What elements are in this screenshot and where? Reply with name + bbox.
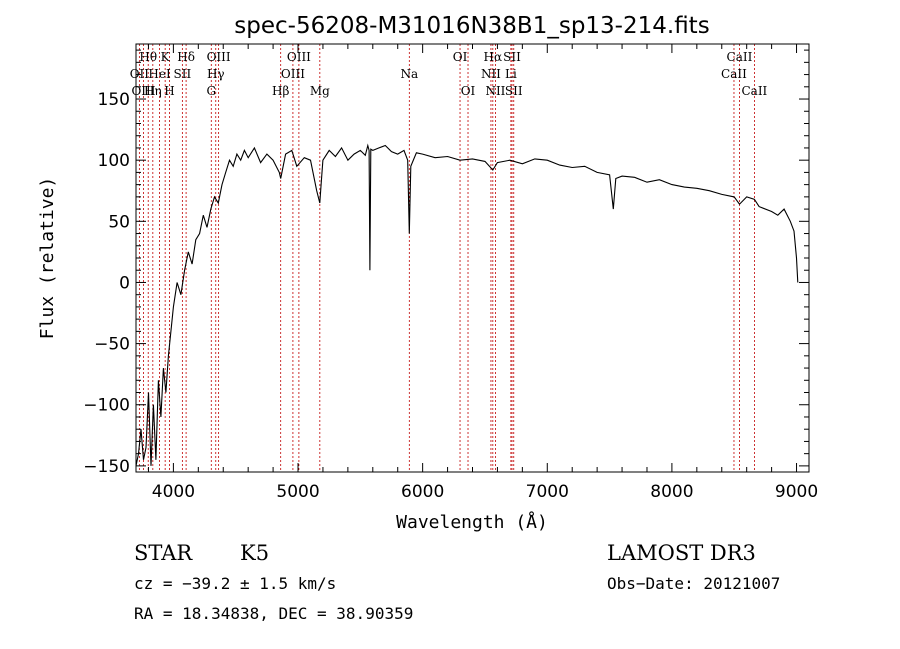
spectrum-line (135, 143, 799, 467)
x-tick-label: 4000 (152, 482, 195, 502)
observation-date: Obs−Date: 20121007 (607, 574, 780, 593)
line-marker-label: CaII (741, 84, 767, 98)
emission-line-labels: Hθ OII OIII K Hη HeI H Hδ SII OIII Hγ G OIII OIII Hβ Mg… (130, 50, 768, 98)
x-axis: 4000 5000 6000 7000 8000 9000 (147, 44, 818, 502)
y-tick-label: −50 (94, 335, 130, 355)
line-marker-label: Hβ (272, 84, 289, 98)
line-marker-label: G (206, 84, 216, 98)
object-class: STAR (134, 541, 193, 565)
sky-coordinates: RA = 18.34838, DEC = 38.90359 (134, 604, 413, 623)
y-tick-label: −100 (83, 396, 130, 416)
line-marker-label: Hη (144, 84, 162, 98)
line-marker-label: Na (400, 67, 418, 81)
x-tick-label: 5000 (276, 482, 319, 502)
line-marker-label: Hα (484, 50, 503, 64)
line-marker-label: OIII (207, 50, 231, 64)
x-tick-label: 7000 (526, 482, 569, 502)
line-marker-label: OIII (281, 67, 305, 81)
plot-frame (135, 43, 810, 473)
line-marker-label: SII (174, 67, 192, 81)
line-marker-label: Hθ (139, 50, 157, 64)
line-marker-label: SII (503, 50, 521, 64)
y-tick-label: 50 (108, 212, 130, 232)
x-tick-label: 9000 (775, 482, 818, 502)
line-marker-label: Hδ (177, 50, 195, 64)
y-tick-label: −150 (83, 457, 130, 477)
y-tick-label: 150 (98, 90, 130, 110)
x-axis-title: Wavelength (Å) (396, 511, 548, 533)
line-marker-label: Mg (310, 84, 330, 98)
spectral-subclass: K5 (240, 541, 269, 565)
y-axis: −150 −100 −50 0 50 100 150 (83, 49, 809, 477)
line-marker-label: CaII (727, 50, 753, 64)
survey-name: LAMOST DR3 (607, 541, 756, 565)
line-marker-label: OII (130, 67, 150, 81)
y-tick-label: 0 (119, 273, 130, 293)
y-tick-label: 100 (98, 151, 130, 171)
line-marker-label: K (161, 50, 171, 64)
emission-line-markers (138, 44, 755, 472)
line-marker-label: HeI (148, 67, 171, 81)
line-marker-label: H (164, 84, 174, 98)
line-marker-label: CaII (721, 67, 747, 81)
line-marker-label: NII (485, 84, 505, 98)
x-tick-label: 6000 (401, 482, 444, 502)
line-marker-label: OIII (131, 84, 155, 98)
line-marker-label: OIII (287, 50, 311, 64)
line-marker-label: OI (453, 50, 468, 64)
line-marker-label: Li (505, 67, 517, 81)
line-marker-label: SII (505, 84, 523, 98)
line-marker-label: Hγ (207, 67, 225, 81)
line-marker-label: OI (461, 84, 476, 98)
x-tick-label: 8000 (650, 482, 693, 502)
chart-title: spec-56208-M31016N38B1_sp13-214.fits (234, 13, 709, 39)
y-axis-title: Flux (relative) (37, 177, 58, 340)
line-marker-label: NII (481, 67, 501, 81)
radial-velocity: cz = −39.2 ± 1.5 km/s (134, 574, 336, 593)
